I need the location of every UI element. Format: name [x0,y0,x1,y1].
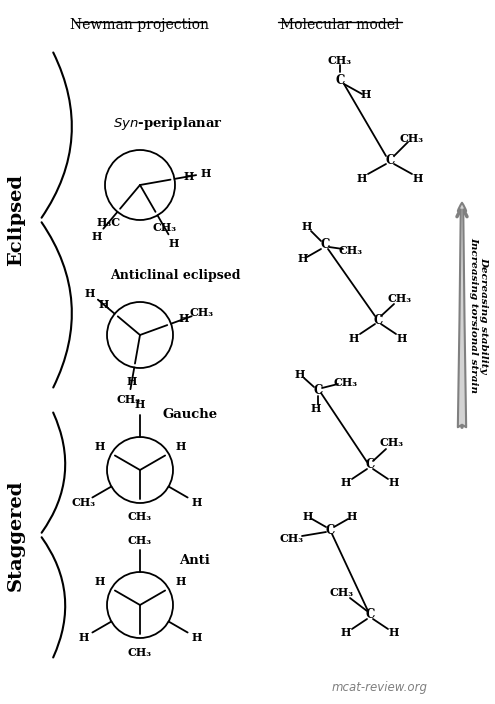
Text: CH₃: CH₃ [339,246,363,256]
Text: mcat-review.org: mcat-review.org [332,681,428,695]
Text: CH₃: CH₃ [388,292,412,303]
Text: H: H [295,368,305,379]
Text: H: H [303,510,313,522]
Text: H: H [94,576,104,587]
Text: Decreasing stability: Decreasing stability [480,257,489,373]
Text: H: H [179,313,190,325]
Text: H: H [85,288,96,298]
Text: H: H [183,171,194,182]
Text: H: H [311,403,321,413]
Text: H: H [341,477,351,489]
Text: Increasing torsional strain: Increasing torsional strain [469,237,479,393]
Text: Molecular model: Molecular model [280,18,400,32]
Text: H: H [302,222,312,232]
Text: C: C [365,608,375,622]
Text: CH₃: CH₃ [72,497,96,508]
Text: H: H [127,376,137,386]
Text: $\it{Syn}$-periplanar: $\it{Syn}$-periplanar [113,115,223,132]
Text: Newman projection: Newman projection [70,18,209,32]
Text: H: H [191,632,201,643]
Text: H: H [191,497,201,508]
Text: H: H [176,576,186,587]
Text: CH₃: CH₃ [380,437,404,448]
Text: Gauche: Gauche [162,408,218,422]
Text: H: H [201,168,211,179]
Text: C: C [335,73,345,87]
Text: H: H [389,477,399,489]
Text: H: H [298,253,308,265]
Text: Eclipsed: Eclipsed [7,174,25,266]
Text: CH₃: CH₃ [152,222,177,233]
Text: H: H [389,627,399,639]
Text: CH₃: CH₃ [189,307,213,318]
Text: H: H [347,510,357,522]
Text: H: H [79,632,89,643]
Text: Staggered: Staggered [7,479,25,591]
Text: H: H [413,172,423,184]
Text: H: H [135,399,145,410]
Text: H: H [357,172,367,184]
Text: H₃C: H₃C [97,217,121,228]
Text: C: C [385,153,395,167]
Text: H: H [92,231,102,242]
Text: C: C [373,313,383,327]
Text: C: C [325,524,335,536]
Text: C: C [313,384,323,396]
Text: H: H [99,299,109,310]
Text: CH₃: CH₃ [128,534,152,546]
Text: CH₃: CH₃ [400,132,424,144]
Text: Anticlinal eclipsed: Anticlinal eclipsed [110,268,240,282]
Text: H: H [176,441,186,452]
Text: H: H [361,89,371,99]
Text: Anti: Anti [180,553,210,567]
Text: H: H [397,332,407,344]
Text: C: C [365,458,375,472]
Text: CH₃: CH₃ [328,54,352,65]
Text: H: H [94,441,104,452]
Text: CH₃: CH₃ [330,588,354,598]
Text: CH₃: CH₃ [128,512,152,522]
Text: H: H [341,627,351,639]
Text: CH₃: CH₃ [117,394,141,405]
Text: CH₃: CH₃ [280,532,304,543]
Text: H: H [168,237,179,249]
Text: H: H [349,332,359,344]
Text: C: C [320,239,330,251]
Text: CH₃: CH₃ [334,377,358,387]
Text: CH₃: CH₃ [128,646,152,658]
